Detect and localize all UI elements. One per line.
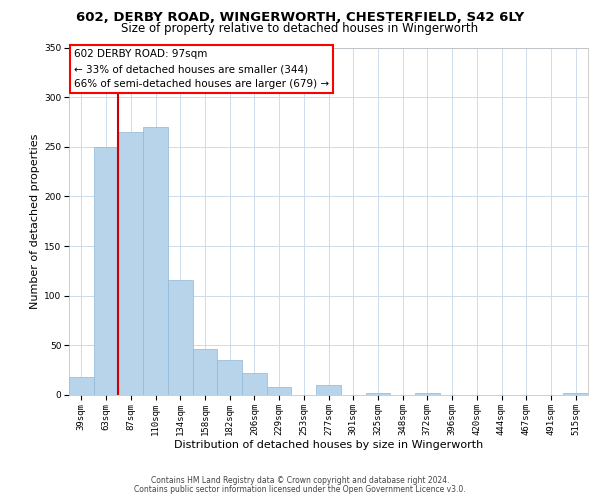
Bar <box>415 393 440 395</box>
Bar <box>118 132 143 395</box>
Bar <box>69 377 94 395</box>
Bar <box>365 393 390 395</box>
Bar <box>217 360 242 395</box>
Bar <box>242 373 267 395</box>
X-axis label: Distribution of detached houses by size in Wingerworth: Distribution of detached houses by size … <box>174 440 483 450</box>
Bar <box>563 393 588 395</box>
Text: Contains public sector information licensed under the Open Government Licence v3: Contains public sector information licen… <box>134 485 466 494</box>
Bar <box>94 147 118 395</box>
Text: 602, DERBY ROAD, WINGERWORTH, CHESTERFIELD, S42 6LY: 602, DERBY ROAD, WINGERWORTH, CHESTERFIE… <box>76 11 524 24</box>
Text: Size of property relative to detached houses in Wingerworth: Size of property relative to detached ho… <box>121 22 479 35</box>
Bar <box>168 280 193 395</box>
Bar <box>193 350 217 395</box>
Bar <box>143 127 168 395</box>
Bar <box>267 387 292 395</box>
Text: Contains HM Land Registry data © Crown copyright and database right 2024.: Contains HM Land Registry data © Crown c… <box>151 476 449 485</box>
Y-axis label: Number of detached properties: Number of detached properties <box>30 134 40 309</box>
Text: 602 DERBY ROAD: 97sqm
← 33% of detached houses are smaller (344)
66% of semi-det: 602 DERBY ROAD: 97sqm ← 33% of detached … <box>74 49 329 89</box>
Bar <box>316 385 341 395</box>
